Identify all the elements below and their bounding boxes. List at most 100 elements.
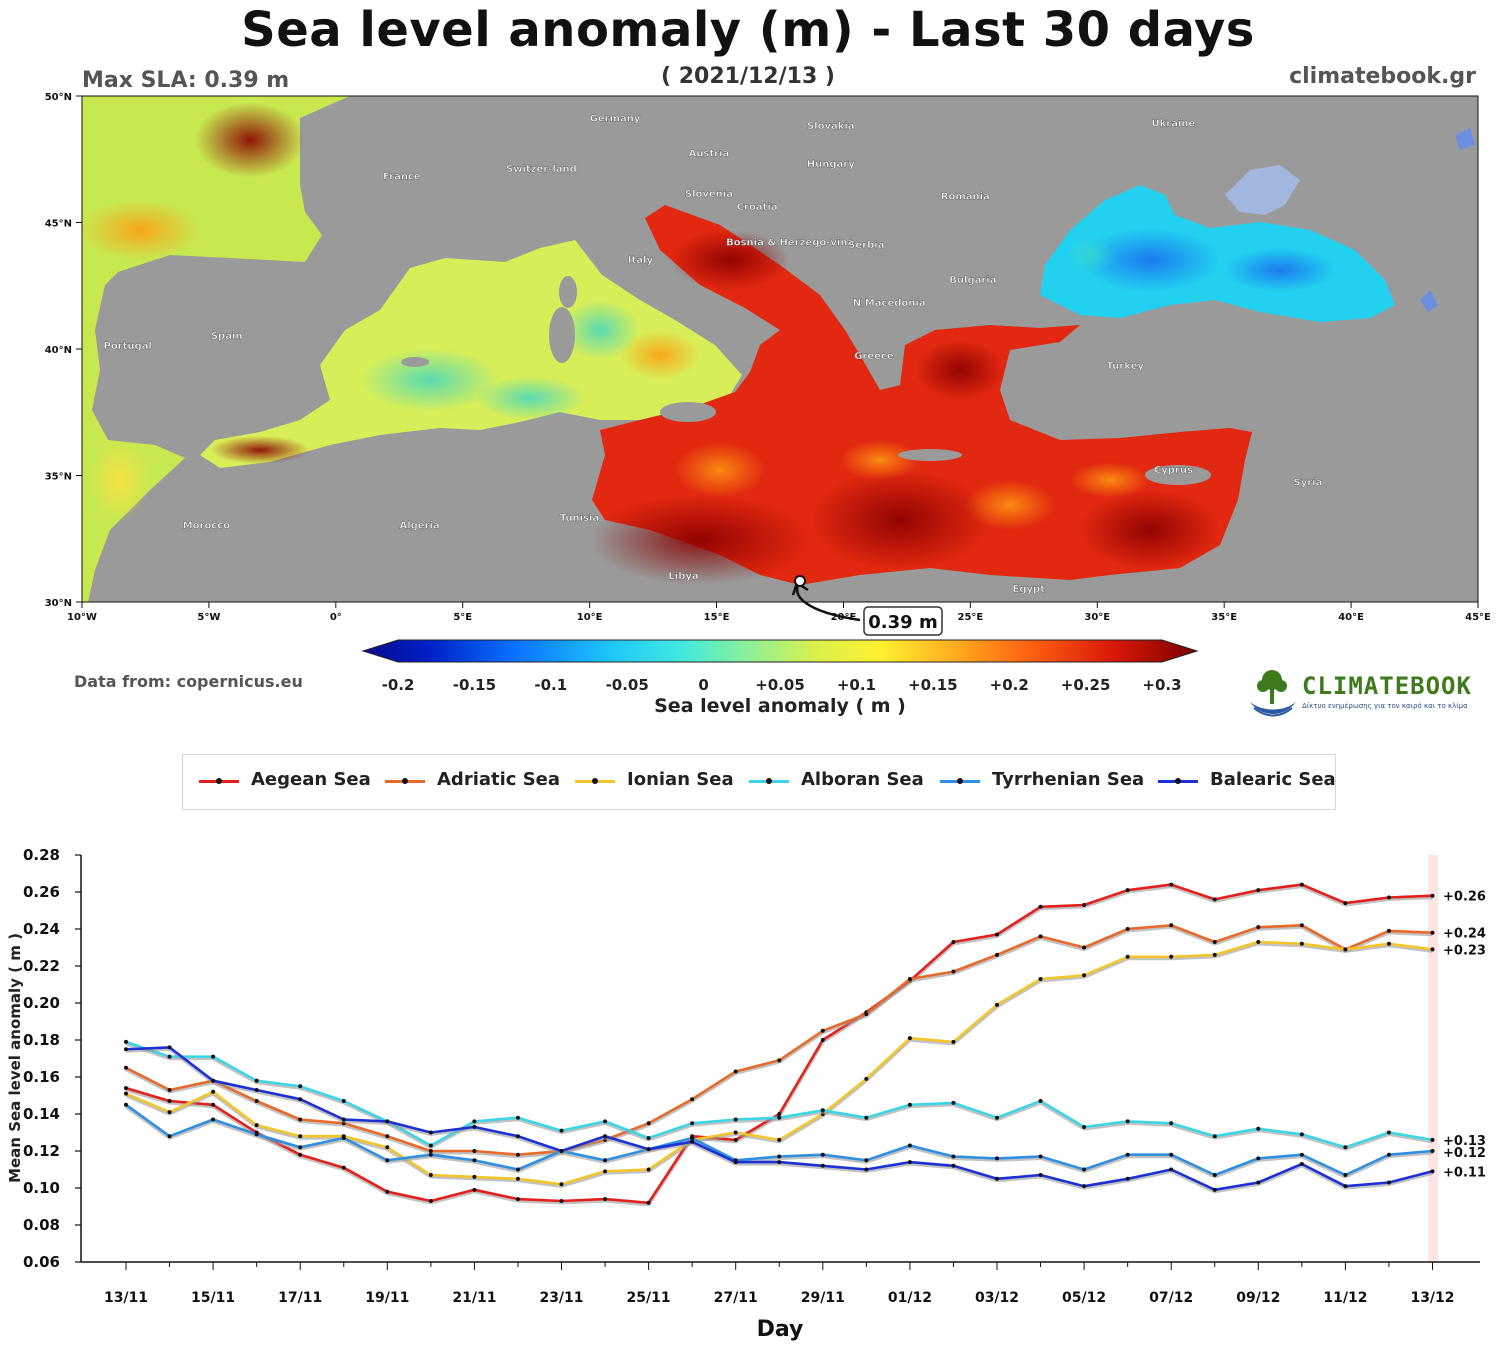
map-place-label: Tunisia bbox=[560, 513, 600, 524]
data-point bbox=[1299, 1152, 1304, 1157]
data-point bbox=[385, 1189, 390, 1194]
map-place-label: Cyprus bbox=[1154, 465, 1193, 476]
max-sla-label: Max SLA: 0.39 m bbox=[82, 68, 290, 93]
data-point bbox=[254, 1078, 259, 1083]
map-axis-labels: 50°N 45°N 40°N 35°N 30°N 10°W 5°W 0° 5°E 10°E 15°E… bbox=[45, 92, 1491, 623]
data-point bbox=[211, 1054, 216, 1059]
data-point bbox=[864, 1115, 869, 1120]
map-place-label: Syria bbox=[1294, 478, 1323, 489]
map-place-label: Italy bbox=[628, 255, 654, 266]
data-point bbox=[603, 1158, 608, 1163]
map-place-label: Ukraine bbox=[1152, 118, 1196, 129]
y-tick-label: 0.24 bbox=[23, 920, 60, 938]
azov-sea bbox=[1225, 165, 1300, 215]
data-point bbox=[559, 1198, 564, 1203]
colorbar-tick-label: +0.15 bbox=[908, 676, 958, 694]
map-lon-label: 15°E bbox=[704, 612, 730, 623]
data-point bbox=[864, 1158, 869, 1163]
data-point bbox=[1212, 939, 1217, 944]
data-point bbox=[1038, 1154, 1043, 1159]
data-point bbox=[1256, 939, 1261, 944]
data-point bbox=[1256, 1156, 1261, 1161]
balearic-islands bbox=[401, 357, 429, 367]
data-point bbox=[777, 1160, 782, 1165]
map-place-label: Spain bbox=[211, 331, 243, 342]
map-place-label: Egypt bbox=[1013, 584, 1046, 595]
data-point bbox=[1125, 1176, 1130, 1181]
data-point bbox=[385, 1134, 390, 1139]
data-point bbox=[995, 932, 999, 937]
map-lat-label: 40°N bbox=[45, 345, 72, 356]
data-point bbox=[211, 1117, 216, 1122]
x-tick-label: 13/12 bbox=[1410, 1290, 1454, 1306]
map-place-label: N.Macedonia bbox=[853, 298, 926, 309]
y-tick-label: 0.28 bbox=[23, 846, 60, 864]
data-point bbox=[1299, 941, 1304, 946]
data-point bbox=[1386, 928, 1391, 933]
y-tick-label: 0.08 bbox=[23, 1216, 60, 1234]
data-point bbox=[777, 1115, 782, 1120]
map-lon-label: 5°E bbox=[453, 612, 472, 623]
map-lat-label: 30°N bbox=[45, 598, 72, 609]
series-end-label: +0.13 bbox=[1443, 1134, 1486, 1149]
data-point bbox=[1038, 934, 1043, 939]
corsica-island bbox=[559, 276, 577, 308]
data-point bbox=[1299, 1161, 1304, 1166]
y-tick-label: 0.10 bbox=[23, 1179, 60, 1197]
data-point bbox=[864, 1167, 869, 1172]
data-point bbox=[1430, 1149, 1435, 1153]
legend-label: Tyrrhenian Sea bbox=[992, 769, 1145, 790]
line-chart: 0.28 0.26 0.24 0.22 0.20 0.18 0.16 0.14 0.12 0.10… bbox=[6, 846, 1486, 1342]
data-point bbox=[124, 1039, 128, 1044]
data-point bbox=[733, 1160, 738, 1165]
data-point bbox=[907, 1036, 912, 1041]
data-point bbox=[167, 1099, 172, 1104]
map-lon-label: 40°E bbox=[1338, 612, 1364, 623]
map-lon-label: 25°E bbox=[957, 612, 983, 623]
data-point bbox=[1038, 1173, 1043, 1178]
data-point bbox=[951, 969, 956, 974]
data-point bbox=[1082, 1184, 1087, 1189]
data-point bbox=[1125, 954, 1130, 959]
series-line[interactable] bbox=[125, 1040, 1433, 1149]
data-point bbox=[428, 1152, 433, 1157]
map-place-label: France bbox=[383, 171, 421, 182]
x-tick-label: 03/12 bbox=[975, 1290, 1019, 1306]
x-tick-label: 29/11 bbox=[801, 1290, 845, 1306]
logo-tagline: Δίκτυο ενημέρωσης για τον καιρό και το κ… bbox=[1302, 702, 1468, 710]
data-point bbox=[646, 1136, 651, 1141]
data-point bbox=[603, 1197, 608, 1202]
data-point bbox=[690, 1097, 695, 1102]
data-point bbox=[472, 1187, 477, 1192]
data-point bbox=[820, 1152, 825, 1157]
logo-wordmark: CLIMATEBOOK bbox=[1302, 672, 1472, 700]
data-point bbox=[298, 1117, 303, 1122]
x-tick-label: 15/11 bbox=[191, 1290, 235, 1306]
legend-marker bbox=[402, 778, 408, 784]
data-point bbox=[1386, 941, 1391, 946]
legend-marker bbox=[216, 778, 222, 784]
data-point bbox=[1212, 1134, 1217, 1139]
data-point bbox=[995, 1156, 999, 1161]
western-med-sea bbox=[200, 240, 742, 468]
data-point bbox=[951, 1039, 956, 1044]
data-point bbox=[864, 1012, 869, 1017]
map-place-label: Portugal bbox=[103, 341, 151, 352]
data-point bbox=[1430, 947, 1435, 952]
series-lines: +0.26 +0.24+0.23 +0.13+0.12 +0.11 bbox=[124, 882, 1486, 1207]
crete-island bbox=[898, 449, 962, 461]
x-tick-label: 27/11 bbox=[714, 1290, 758, 1306]
data-point bbox=[646, 1147, 651, 1152]
data-point bbox=[428, 1198, 433, 1203]
map-place-label: Germany bbox=[590, 113, 641, 124]
site-label: climatebook.gr bbox=[1289, 64, 1476, 89]
data-point bbox=[733, 1137, 738, 1142]
data-point bbox=[1082, 902, 1087, 907]
data-point bbox=[820, 1108, 825, 1113]
map-lon-label: 5°W bbox=[197, 612, 220, 623]
data-point bbox=[1299, 882, 1304, 887]
map-lon-label: 10°W bbox=[67, 612, 97, 623]
data-point bbox=[211, 1102, 216, 1107]
data-point bbox=[124, 1065, 128, 1070]
sardinia-island bbox=[549, 307, 575, 363]
